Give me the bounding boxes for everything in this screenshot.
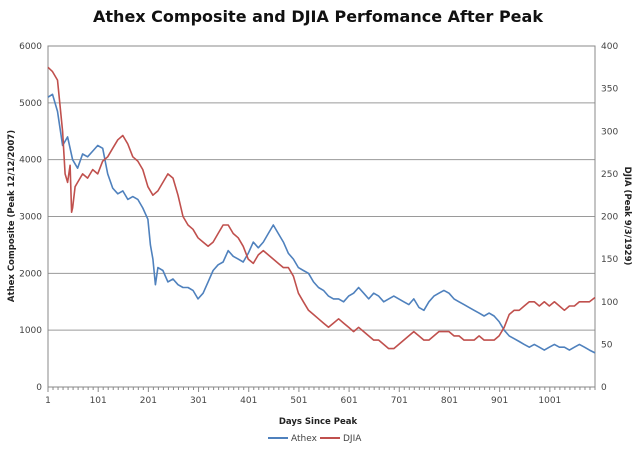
grid-layer [48, 45, 595, 331]
y-left-tick-label: 2000 [19, 269, 42, 279]
y-right-tick-label: 400 [601, 42, 618, 52]
y-right-tick-label: 0 [601, 383, 607, 393]
y-right-tick-label: 300 [601, 127, 618, 137]
y-right-tick-label: 50 [601, 340, 613, 350]
y-axis-left-label: Athex Composite (Peak 12/12/2007) [7, 130, 17, 302]
y-left-tick-label: 5000 [19, 99, 42, 109]
series-line-athex [47, 93, 596, 354]
x-axis-ticks: 1 101 201 301 401 501 601 701 801 901 1001 [45, 387, 596, 406]
y-axis-right-label: DJIA (Peak 9/3/1929) [622, 167, 632, 266]
plot-frame [47, 45, 596, 388]
y-right-tick-label: 150 [601, 255, 618, 265]
y-left-tick-label: 3000 [19, 213, 42, 223]
right-axis-ticks: 0 50 100 150 200 250 300 350 400 [601, 42, 618, 393]
x-tick-label: 201 [140, 396, 157, 406]
y-left-tick-label: 6000 [19, 42, 42, 52]
y-left-tick-label: 4000 [19, 156, 42, 166]
x-tick-label: 901 [491, 396, 508, 406]
x-tick-label: 601 [341, 396, 358, 406]
x-tick-label: 1 [45, 396, 51, 406]
x-tick-label: 101 [90, 396, 107, 406]
y-right-tick-label: 100 [601, 298, 618, 308]
x-tick-label: 301 [190, 396, 207, 406]
series-layer [47, 66, 596, 354]
x-tick-label: 501 [290, 396, 307, 406]
y-right-tick-label: 200 [601, 213, 618, 223]
legend: Athex DJIA [268, 434, 362, 444]
x-tick-label: 801 [441, 396, 458, 406]
y-right-tick-label: 350 [601, 85, 618, 95]
left-axis-ticks: 0 1000 2000 3000 4000 5000 6000 [19, 42, 42, 393]
x-tick-label: 1001 [538, 396, 561, 406]
legend-label-djia: DJIA [343, 434, 362, 444]
y-left-tick-label: 1000 [19, 326, 42, 336]
series-line-djia [47, 66, 596, 350]
legend-label-athex: Athex [291, 434, 318, 444]
y-right-tick-label: 250 [601, 170, 618, 180]
x-axis-label: Days Since Peak [279, 417, 358, 427]
x-tick-label: 701 [391, 396, 408, 406]
chart-title: Athex Composite and DJIA Perfomance Afte… [93, 7, 543, 26]
y-left-tick-label: 0 [36, 383, 42, 393]
x-tick-label: 401 [240, 396, 257, 406]
